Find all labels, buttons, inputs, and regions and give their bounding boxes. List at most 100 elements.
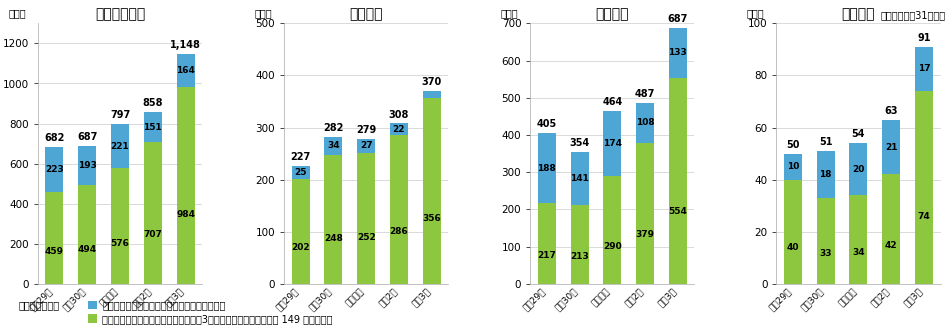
Text: 379: 379 [636, 230, 655, 239]
Text: 682: 682 [45, 133, 65, 143]
Text: 174: 174 [603, 139, 622, 148]
Bar [849, 143, 867, 195]
Text: 554: 554 [669, 207, 688, 216]
Text: （件）: （件） [747, 8, 765, 18]
Text: 354: 354 [569, 138, 590, 148]
Bar [636, 103, 655, 143]
Text: 10: 10 [787, 162, 799, 171]
Bar [292, 179, 310, 284]
Text: 984: 984 [176, 210, 195, 219]
Text: 221: 221 [110, 142, 129, 151]
Text: 459: 459 [45, 247, 64, 256]
Bar [817, 198, 835, 284]
Bar [390, 135, 408, 284]
Text: 27: 27 [360, 141, 372, 150]
Text: （件）: （件） [501, 8, 519, 18]
Bar [111, 124, 129, 168]
Text: 108: 108 [636, 118, 655, 127]
Text: 34: 34 [327, 141, 340, 150]
Text: 20: 20 [852, 165, 864, 174]
Bar [357, 139, 375, 153]
Title: 燃焼機器: 燃焼機器 [842, 7, 875, 21]
Bar [538, 203, 556, 284]
Text: 50: 50 [787, 140, 800, 150]
Text: 133: 133 [669, 48, 687, 57]
Bar [423, 91, 441, 99]
Text: 494: 494 [78, 245, 97, 254]
Text: 202: 202 [292, 242, 310, 252]
Bar [357, 153, 375, 284]
Bar [571, 205, 589, 284]
Text: 74: 74 [918, 212, 930, 221]
Text: 193: 193 [78, 161, 97, 170]
Text: 18: 18 [820, 170, 832, 179]
Text: 164: 164 [176, 66, 195, 75]
Text: 687: 687 [668, 14, 688, 24]
Text: （件）: （件） [9, 8, 26, 18]
Text: 40: 40 [787, 243, 799, 252]
Text: 22: 22 [392, 125, 406, 134]
Bar [423, 99, 441, 284]
Bar [538, 133, 556, 203]
Text: 308: 308 [389, 110, 409, 120]
Bar [177, 87, 195, 284]
Legend: 製品の不具合により発生したと判断された火災, 原因の特定に至らなかった火災【令和3年の件数には調査中の火災 149 件を含む】: 製品の不具合により発生したと判断された火災, 原因の特定に至らなかった火災【令和… [86, 299, 334, 326]
Text: 91: 91 [918, 33, 931, 43]
Bar [603, 111, 621, 176]
Text: 356: 356 [423, 214, 441, 223]
Bar [817, 151, 835, 198]
Bar [571, 152, 589, 205]
Bar [603, 176, 621, 284]
Title: 電気用品: 電気用品 [596, 7, 629, 21]
Text: 282: 282 [323, 123, 344, 133]
Bar [784, 154, 802, 180]
Text: 858: 858 [142, 98, 163, 108]
Text: （件）: （件） [255, 8, 273, 18]
Title: 製品火災全体: 製品火災全体 [95, 7, 145, 21]
Bar [111, 168, 129, 284]
Text: 34: 34 [852, 248, 864, 258]
Bar [390, 124, 408, 135]
Bar [324, 155, 342, 284]
Bar [883, 120, 901, 174]
Bar [292, 166, 310, 179]
Text: 248: 248 [324, 234, 343, 243]
Bar [46, 147, 64, 192]
Text: 405: 405 [537, 119, 557, 129]
Bar [915, 47, 933, 91]
Text: 707: 707 [143, 230, 162, 239]
Text: 151: 151 [143, 123, 162, 132]
Bar [784, 180, 802, 284]
Bar [669, 78, 687, 284]
Text: 213: 213 [570, 252, 589, 261]
Bar [143, 142, 162, 284]
Text: 279: 279 [356, 125, 376, 135]
Text: 252: 252 [357, 233, 375, 242]
Text: 576: 576 [110, 239, 129, 248]
Text: 188: 188 [538, 164, 556, 173]
Text: 223: 223 [45, 165, 64, 174]
Text: （グラフ凡例）: （グラフ凡例） [19, 301, 60, 311]
Text: 141: 141 [570, 174, 589, 183]
Text: 63: 63 [884, 106, 898, 116]
Text: 464: 464 [602, 97, 622, 107]
Bar [78, 185, 96, 284]
Bar [849, 195, 867, 284]
Text: 797: 797 [110, 110, 130, 120]
Text: 217: 217 [538, 251, 556, 260]
Text: 令和４年５月31日現在: 令和４年５月31日現在 [880, 10, 945, 20]
Bar [78, 146, 96, 185]
Bar [915, 91, 933, 284]
Text: 487: 487 [635, 89, 655, 99]
Text: 42: 42 [885, 241, 898, 250]
Text: 227: 227 [291, 152, 311, 162]
Text: 33: 33 [820, 249, 832, 258]
Title: 自動車等: 自動車等 [350, 7, 383, 21]
Text: 286: 286 [390, 227, 408, 236]
Text: 21: 21 [885, 143, 898, 152]
Bar [324, 137, 342, 155]
Text: 290: 290 [603, 241, 621, 250]
Text: 370: 370 [422, 77, 442, 87]
Text: 25: 25 [294, 168, 307, 177]
Text: 54: 54 [852, 129, 865, 139]
